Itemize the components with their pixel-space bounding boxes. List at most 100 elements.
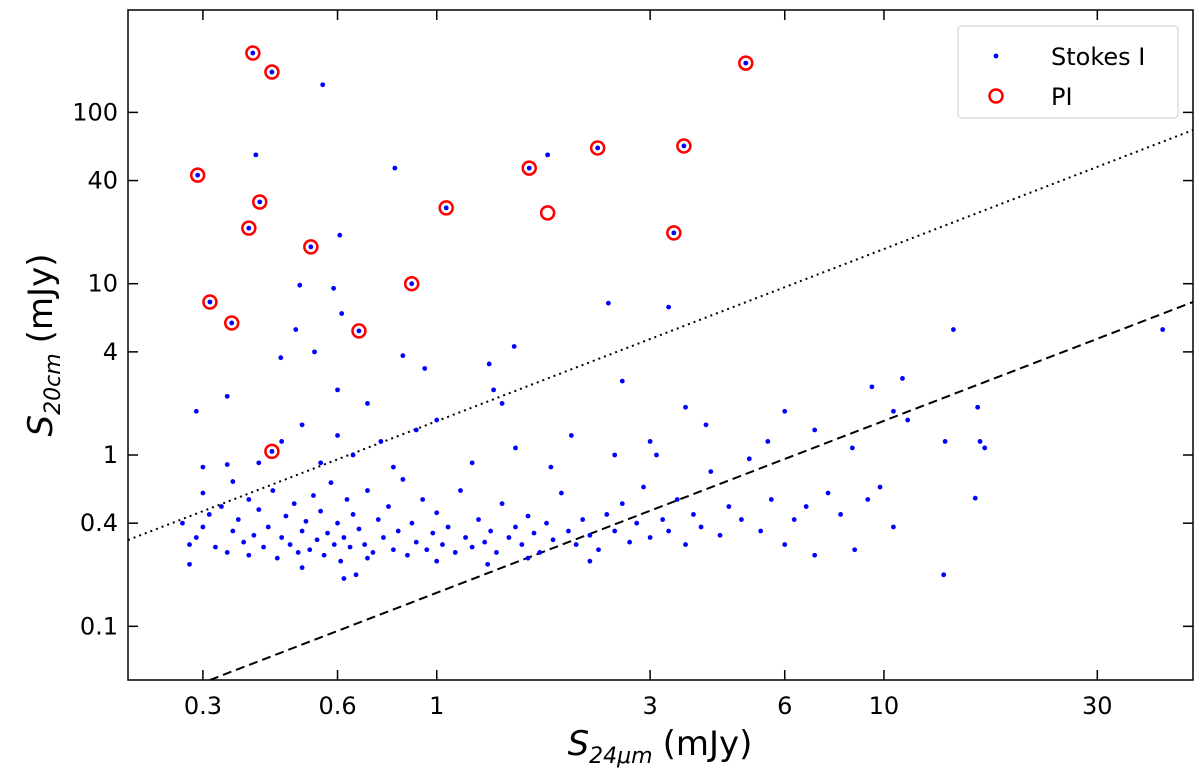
stokes-point [224, 393, 230, 399]
stokes-point [526, 165, 532, 171]
y-tick-label: 1 [103, 441, 118, 469]
stokes-point [499, 401, 505, 406]
stokes-point [365, 401, 370, 406]
stokes-point [386, 504, 391, 509]
stokes-point [726, 504, 732, 509]
stokes-point [335, 520, 340, 526]
x-label-subscript: 24μm [589, 744, 652, 769]
stokes-point [900, 376, 905, 381]
stokes-point [341, 535, 347, 540]
stokes-point [413, 427, 419, 433]
stokes-point [519, 542, 525, 547]
y-label-subscript: 20cm [41, 353, 66, 415]
stokes-point [791, 517, 797, 522]
stokes-point [241, 539, 247, 545]
legend-marker [993, 53, 999, 59]
stokes-point [494, 550, 499, 555]
stokes-point [703, 422, 709, 428]
stokes-point [647, 439, 653, 444]
stokes-point [852, 547, 858, 553]
stokes-point [307, 547, 313, 553]
reference-line [128, 129, 1193, 541]
stokes-point [409, 520, 415, 526]
stokes-point [905, 417, 911, 423]
stokes-point [838, 512, 844, 517]
stokes-point [738, 517, 744, 522]
stokes-point [353, 572, 359, 578]
stokes-point [287, 542, 293, 547]
stokes-point [350, 452, 356, 458]
stokes-point [256, 507, 262, 513]
stokes-point [318, 460, 324, 466]
stokes-point [229, 320, 235, 326]
stokes-point [279, 535, 285, 540]
stokes-point [392, 165, 398, 171]
plot-frame [127, 9, 1194, 681]
stokes-point [331, 285, 337, 291]
stokes-point [525, 513, 531, 519]
stokes-point [485, 561, 491, 567]
stokes-point [587, 532, 593, 538]
stokes-point [246, 552, 252, 558]
stokes-point [634, 520, 640, 526]
stokes-point [312, 349, 317, 355]
stokes-point [812, 427, 818, 433]
legend-label: Stokes I [1051, 43, 1145, 71]
x-tick-label: 30 [1082, 692, 1113, 720]
stokes-point [671, 230, 677, 236]
stokes-point [612, 452, 618, 458]
stokes-point [269, 448, 275, 454]
pi-point [202, 294, 218, 310]
stokes-point [311, 493, 316, 498]
stokes-point [235, 517, 241, 522]
y-tick-label: 10 [87, 270, 118, 298]
stokes-point [595, 145, 601, 151]
stokes-point [278, 355, 284, 361]
pi-point [303, 239, 319, 255]
stokes-point [654, 452, 659, 458]
stokes-point [434, 510, 440, 516]
stokes-point [274, 555, 280, 561]
pi-point [738, 55, 754, 71]
stokes-point [619, 378, 625, 384]
stokes-point [612, 528, 618, 534]
stokes-point [180, 520, 185, 526]
stokes-point [891, 408, 896, 414]
stokes-point [219, 504, 224, 509]
x-tick-label: 6 [777, 692, 792, 720]
stokes-point [246, 225, 252, 231]
stokes-point [545, 152, 551, 158]
stokes-point [299, 565, 305, 571]
stokes-point [424, 547, 430, 553]
stokes-point [325, 530, 330, 536]
stokes-point [458, 488, 463, 493]
stokes-point [405, 552, 410, 558]
pi-point [521, 160, 537, 176]
stokes-point [356, 526, 362, 532]
stokes-point [335, 387, 340, 393]
stokes-point [230, 528, 236, 534]
stokes-point [463, 535, 468, 540]
pi-point [589, 140, 606, 156]
pi-point [666, 225, 682, 241]
stokes-point [320, 82, 326, 88]
stokes-point [782, 408, 788, 414]
stokes-point [341, 576, 347, 581]
legend-box [957, 25, 1179, 119]
x-label-unit: (mJy) [663, 724, 753, 764]
stokes-point [381, 535, 386, 540]
stokes-point [187, 542, 192, 547]
stokes-point [295, 550, 301, 555]
x-label-symbol: S [568, 724, 590, 764]
pi-point [264, 64, 280, 80]
stokes-point [605, 300, 611, 306]
stokes-point [279, 439, 285, 444]
stokes-point [513, 445, 518, 451]
legend-label: PI [1051, 83, 1073, 111]
stokes-point [525, 555, 531, 561]
stokes-point [195, 172, 201, 178]
stokes-point [193, 535, 199, 540]
stokes-point [256, 460, 262, 466]
pi-point [189, 167, 206, 183]
pi-point [264, 443, 280, 460]
